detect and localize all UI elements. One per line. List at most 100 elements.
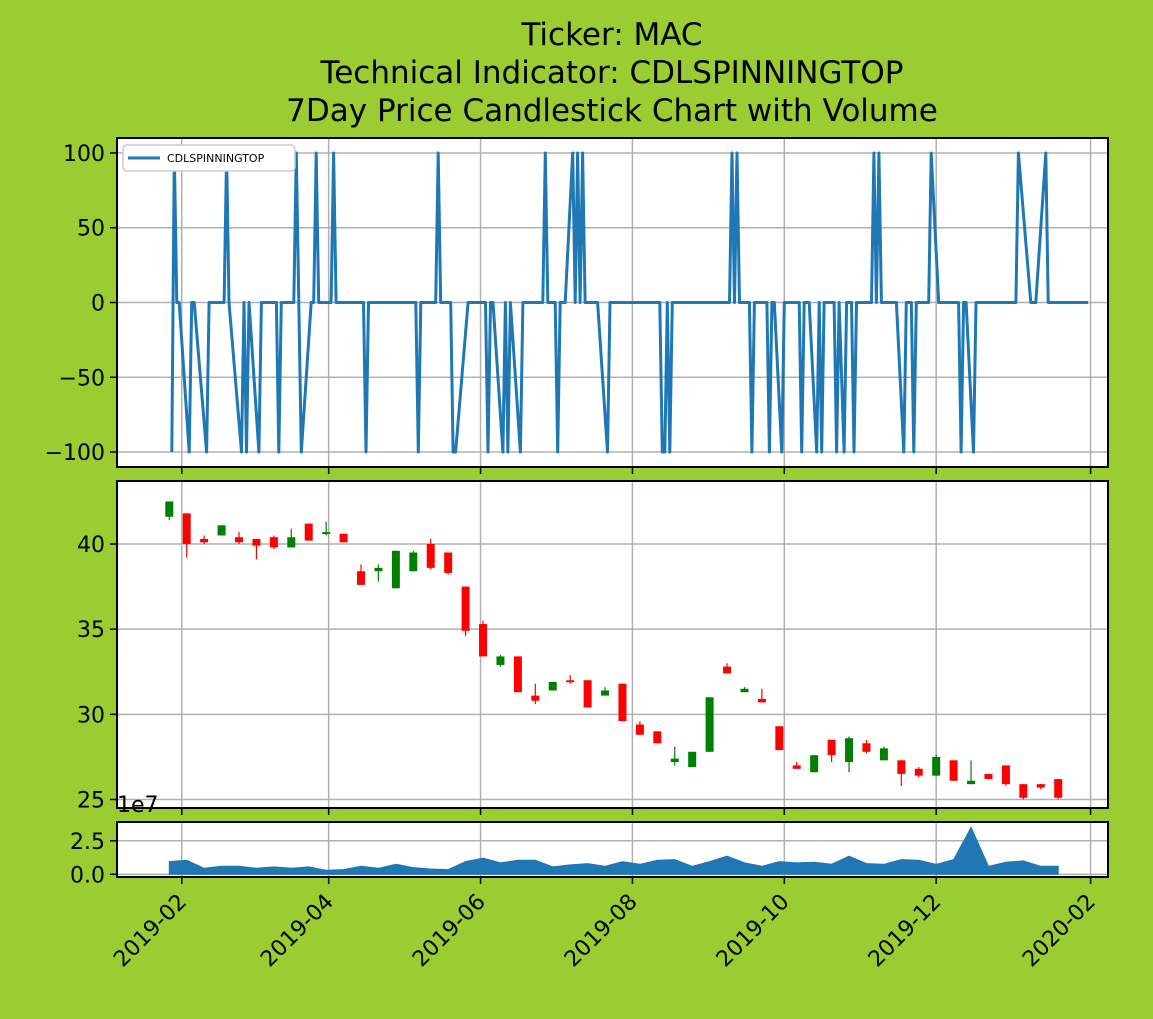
volume-panel: 0.02.51e72019-02 2019-04 2019-06 2019-08 201… [70,793,1108,972]
indicator-ytick-label: 50 [77,217,105,242]
xtick-label: 2019-08 [560,890,643,973]
candle-body [200,539,208,542]
candle [688,752,696,767]
candle-body [479,624,487,656]
candle [775,726,783,750]
candle [444,553,452,575]
xtick-label: 2019-12 [864,890,947,973]
candle [932,755,940,775]
candle-body [1019,784,1027,798]
indicator-ytick-label: −100 [45,441,105,466]
xtick-label: 2019-04 [256,890,339,973]
volume-ytick-label: 2.5 [70,830,105,855]
indicator-ytick-label: −50 [59,366,105,391]
candle-body [706,697,714,752]
candle-body [183,513,191,544]
candle [653,731,661,743]
candle-body [374,568,382,571]
candle-body [165,501,173,516]
price-ytick-label: 35 [77,618,105,643]
candle [549,682,557,691]
candle-body [235,537,243,542]
candle-body [514,656,522,692]
candle [950,760,958,780]
candle-body [409,553,417,572]
legend-entry: CDLSPINNINGTOP [167,152,265,165]
candle-body [758,699,766,702]
candle-body [496,656,504,665]
candle-body [252,539,260,546]
candle-body [427,544,435,568]
x-axis-labels: 2019-02 2019-04 2019-06 2019-08 2019-10 2019-… [109,890,1101,973]
candle [618,684,626,721]
candle-body [218,525,226,535]
candle [392,551,400,588]
candle-body [723,667,731,674]
candle-body [984,774,992,779]
candle-body [549,682,557,691]
xtick-label: 2019-02 [109,890,192,973]
candle-body [880,748,888,760]
candle-body [566,680,574,682]
candle [984,774,992,779]
candle-body [950,760,958,780]
candle [810,755,818,772]
candle [1019,784,1027,799]
candle-body [915,769,923,776]
candle-body [584,680,592,707]
candle [514,656,522,692]
indicator-ytick-label: 0 [91,292,105,317]
title-line-ticker: Ticker: MAC [520,17,702,53]
candle [305,524,313,541]
candle-body [897,760,905,774]
candle-body [932,757,940,776]
candle-body [845,738,853,762]
candle [462,587,470,636]
xtick-label: 2019-10 [712,890,795,973]
candle-body [636,725,644,735]
price-plot-area [117,481,1108,808]
candle-body [305,524,313,541]
price-ytick-label: 40 [77,533,105,558]
candle-body [462,587,470,631]
price-panel: 25 30 35 40 [77,481,1108,815]
candle-body [392,551,400,588]
candle [409,551,417,571]
candle-body [653,731,661,743]
candle [340,534,348,543]
figure-title: Ticker: MAC Technical Indicator: CDLSPIN… [286,17,938,129]
candle-body [688,752,696,767]
candle-body [287,537,295,547]
candle-body [531,696,539,701]
candle-body [340,534,348,543]
candle [706,697,714,752]
xtick-label: 2020-02 [1018,890,1101,973]
candle-body [775,726,783,750]
candle [479,621,487,657]
candle-body [618,684,626,721]
candle [270,536,278,550]
candle-body [322,532,330,534]
title-line-indicator: Technical Indicator: CDLSPINNINGTOP [320,55,904,91]
candle [584,680,592,707]
candle-body [862,743,870,752]
indicator-panel: 100 50 0 −50 −100 CDLSPINNINGTOP [45,138,1108,474]
candle-body [828,740,836,755]
candle-body [671,759,679,762]
candle-body [793,765,801,768]
candle-body [357,571,365,585]
price-ytick-label: 25 [77,788,105,813]
volume-ytick-label: 0.0 [70,863,105,888]
xtick-label: 2019-06 [408,890,491,973]
candle [1054,779,1062,799]
candle-body [270,537,278,547]
candle [1002,765,1010,785]
price-ytick-label: 30 [77,703,105,728]
candle-body [740,689,748,692]
candle-body [1002,765,1010,784]
indicator-legend: CDLSPINNINGTOP [123,145,295,171]
candle-body [1037,784,1045,787]
indicator-ytick-label: 100 [63,142,105,167]
candle-body [601,690,609,695]
